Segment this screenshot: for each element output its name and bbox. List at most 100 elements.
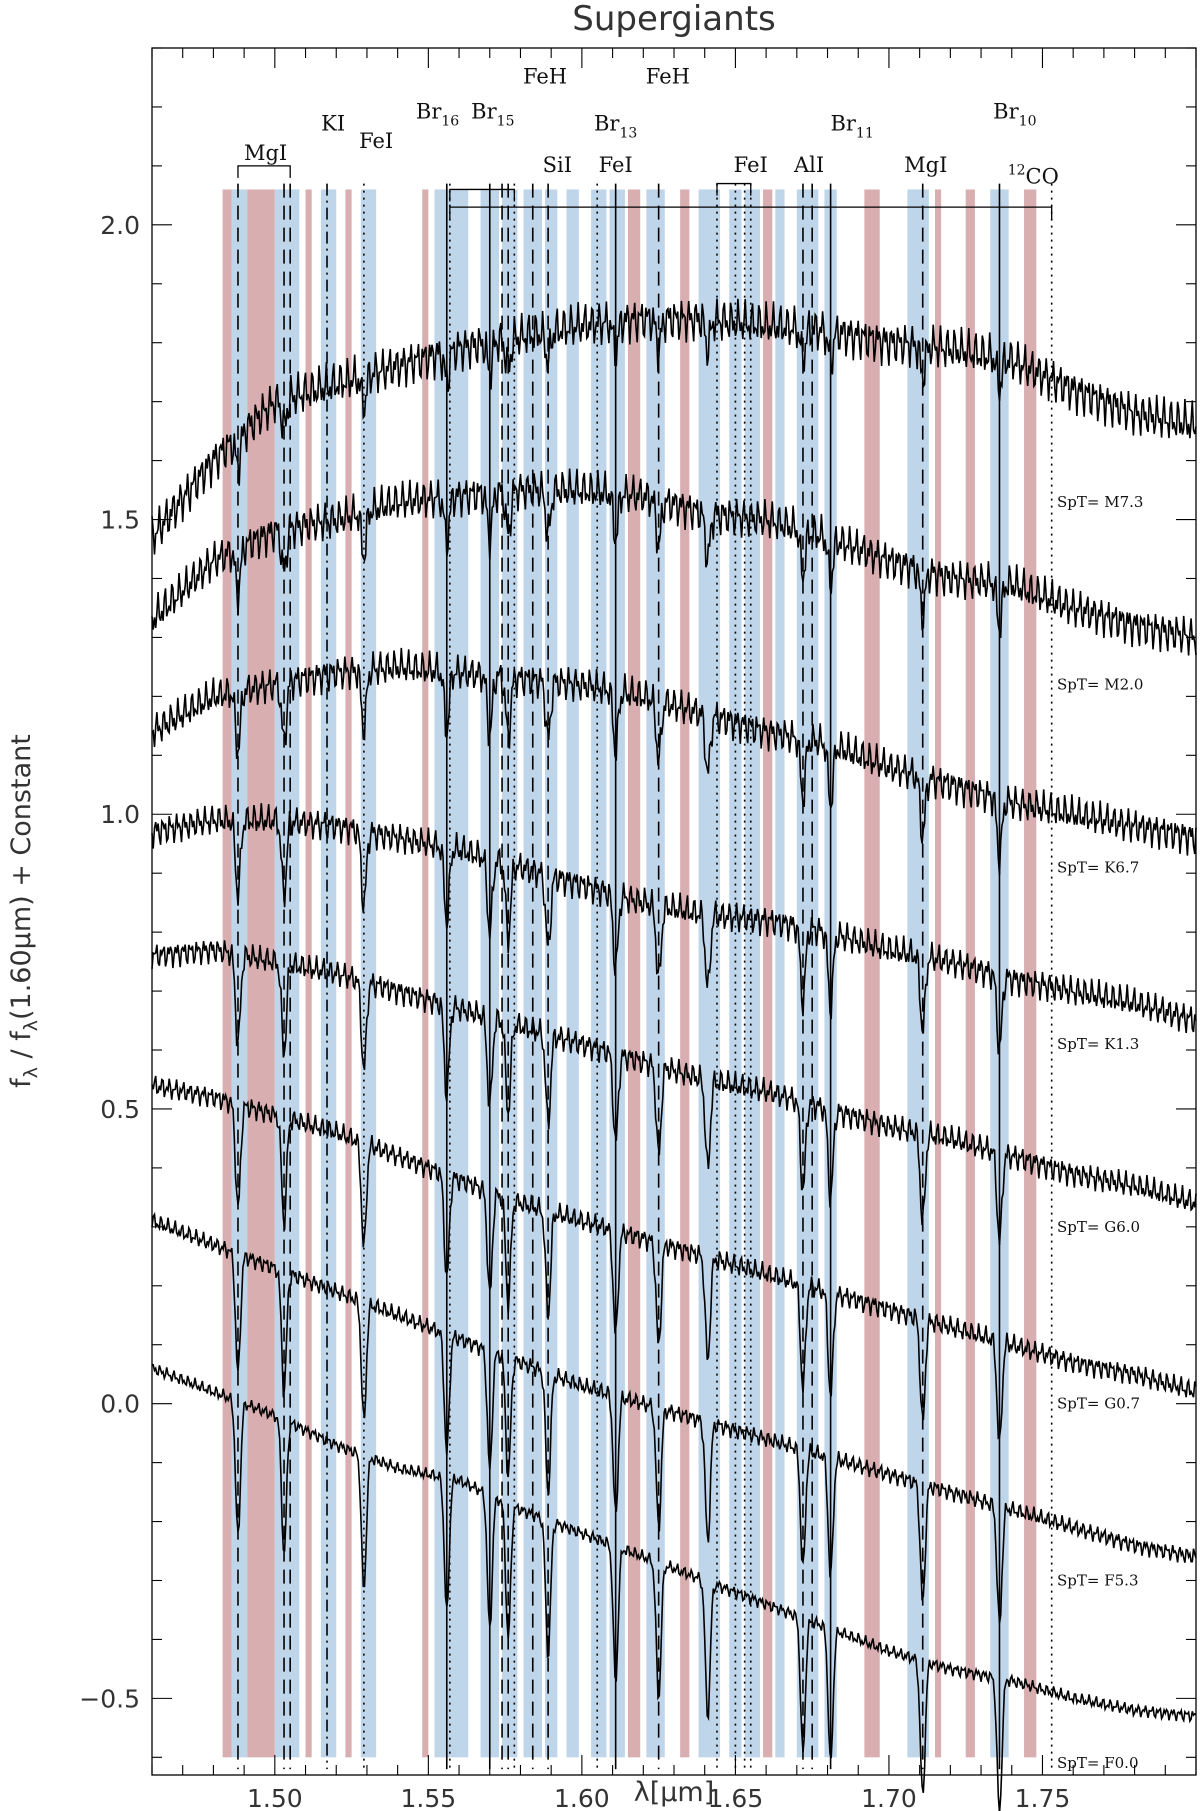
spectra-series	[151, 298, 1197, 1811]
annotation-main-9: Br	[594, 112, 620, 136]
band-8	[360, 189, 377, 1758]
annotation-main-8: FeI	[599, 153, 633, 177]
annotation-sub-4: 16	[441, 114, 459, 130]
spectrum-8	[151, 1363, 1197, 1811]
spectrum-7	[151, 1211, 1197, 1624]
band-3	[247, 189, 275, 1758]
x-tick-label: 1.60	[554, 1784, 610, 1811]
mgi-bracket	[237, 165, 291, 178]
x-tick-label: 1.75	[1015, 1784, 1071, 1811]
spectral-type-label-4: SpT= K1.3	[1057, 1035, 1139, 1053]
spectral-type-label-8: SpT= F0.0	[1057, 1754, 1138, 1772]
spectral-type-label-6: SpT= G0.7	[1057, 1395, 1140, 1413]
annotation-sub-15: 10	[1019, 114, 1037, 130]
y-axis-title-mid: / f	[6, 1030, 37, 1067]
annotation-3: FeI	[359, 129, 393, 153]
annotation-11: FeI	[734, 153, 768, 177]
band-17	[609, 189, 625, 1758]
annotation-main-10: FeH	[646, 64, 690, 88]
annotation-7: SiI	[543, 153, 572, 177]
co-bracket	[449, 206, 1053, 220]
band-22	[729, 189, 742, 1758]
band-19	[646, 189, 665, 1758]
y-tick-label: −0.5	[79, 1684, 140, 1713]
y-axis-ticks: −0.5 0.0 0.5 1.0 1.5 2.0	[79, 47, 1196, 1758]
absorption-line-markers	[237, 183, 1053, 1770]
y-tick-label: 0.5	[100, 1095, 140, 1124]
band-7	[345, 189, 352, 1758]
y-tick-label: 1.5	[100, 506, 140, 535]
spectral-type-labels: SpT= M7.3 SpT= M2.0 SpT= K6.7 SpT= K1.3 SpT=…	[1057, 493, 1143, 1772]
band-9	[422, 189, 429, 1758]
annotation-6: FeH	[523, 64, 567, 88]
y-tick-label: 2.0	[100, 211, 140, 240]
band-30	[935, 189, 942, 1758]
x-tick-label: 1.55	[401, 1784, 457, 1811]
annotation-sub-13: 11	[856, 126, 874, 142]
fei-bracket	[716, 182, 752, 196]
band-20	[680, 189, 690, 1758]
x-tick-label: 1.65	[708, 1784, 764, 1811]
annotation-sub-9: 13	[619, 126, 637, 142]
y-axis-title-end: (1.60μm) + Constant	[6, 734, 37, 1020]
br-bracket	[449, 188, 515, 202]
band-12	[502, 189, 518, 1758]
x-axis-title: λ[μm]	[634, 1777, 715, 1808]
spectrum-3	[151, 647, 1197, 875]
spectrum-5	[151, 940, 1197, 1246]
spectral-type-label-5: SpT= G6.0	[1057, 1218, 1140, 1236]
y-tick-label: 0.0	[100, 1390, 140, 1419]
annotation-13: Br11	[830, 112, 873, 142]
annotation-14: MgI	[904, 153, 947, 177]
annotation-main-4: Br	[416, 100, 442, 124]
annotation-main-12: AlI	[793, 153, 824, 177]
band-16	[591, 189, 607, 1758]
chart-title: Supergiants	[572, 0, 775, 39]
annotation-main-11: FeI	[734, 153, 768, 177]
annotation-main-7: SiI	[543, 153, 572, 177]
band-23	[744, 189, 760, 1758]
spectrum-2	[151, 468, 1197, 656]
annotation-main-6: FeH	[523, 64, 567, 88]
annotation-2: KI	[321, 112, 345, 136]
band-15	[566, 189, 579, 1758]
band-33	[1024, 189, 1037, 1758]
annotation-9: Br13	[594, 112, 637, 142]
band-14	[545, 189, 558, 1758]
spectral-type-label-7: SpT= F5.3	[1057, 1571, 1138, 1589]
annotation-main-2: KI	[321, 112, 345, 136]
band-13	[523, 189, 542, 1758]
annotation-sub-5: 15	[497, 114, 515, 130]
y-axis-title-sub-1: λ	[20, 1067, 42, 1078]
band-28	[864, 189, 880, 1758]
spectral-type-label-1: SpT= M7.3	[1057, 493, 1143, 511]
annotation-main-14: MgI	[904, 153, 947, 177]
band-10	[434, 189, 469, 1758]
y-tick-label: 1.0	[100, 800, 140, 829]
y-axis-title-sub-2: λ	[20, 1020, 42, 1031]
annotation-main-16: CO	[1026, 165, 1059, 189]
annotation-10: FeH	[646, 64, 690, 88]
annotation-5: Br15	[471, 100, 514, 130]
annotation-8: FeI	[599, 153, 633, 177]
band-24	[763, 189, 773, 1758]
spectral-type-label-2: SpT= M2.0	[1057, 676, 1143, 694]
annotation-sup-16: 12	[1008, 163, 1026, 179]
spectrum-6	[151, 1075, 1197, 1440]
annotation-main-15: Br	[993, 100, 1019, 124]
annotation-main-1: MgI	[244, 141, 287, 165]
annotation-16: 12CO	[1008, 163, 1059, 189]
annotation-15: Br10	[993, 100, 1036, 130]
annotation-4: Br16	[416, 100, 459, 130]
annotation-12: AlI	[793, 153, 824, 177]
x-axis-ticks: 1.50 1.55 1.60 1.65 1.70 1.75	[151, 48, 1197, 1811]
spectrum-1	[151, 298, 1197, 555]
y-axis-title: fλ / fλ(1.60μm) + Constant	[6, 734, 42, 1088]
band-18	[627, 189, 641, 1758]
annotation-main-13: Br	[830, 112, 856, 136]
y-axis-title-group: fλ / fλ(1.60μm) + Constant	[6, 734, 42, 1088]
annotation-1: MgI	[244, 141, 287, 165]
annotation-main-3: FeI	[359, 129, 393, 153]
